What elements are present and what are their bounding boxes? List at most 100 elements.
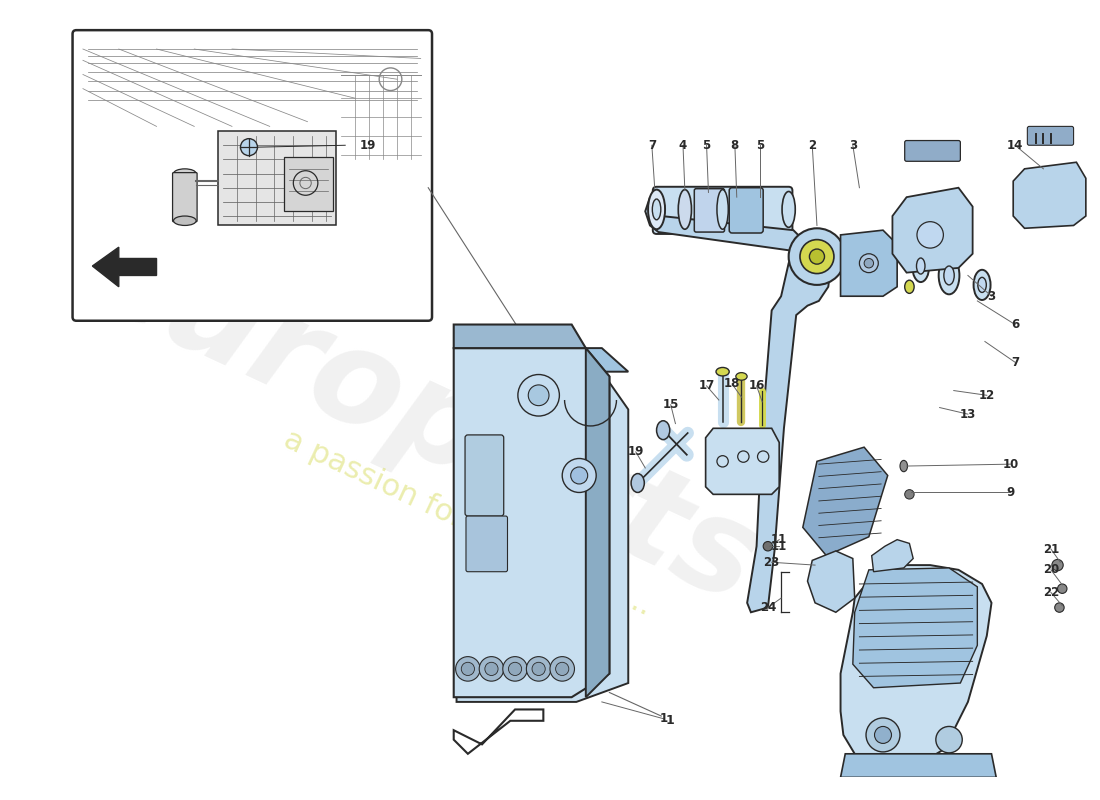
Circle shape: [917, 222, 944, 248]
Ellipse shape: [652, 199, 661, 220]
Text: 15: 15: [662, 398, 679, 411]
Text: 24: 24: [760, 601, 777, 614]
Text: 8: 8: [730, 138, 739, 152]
Polygon shape: [747, 240, 832, 612]
Circle shape: [763, 542, 772, 551]
Circle shape: [1055, 603, 1064, 612]
Circle shape: [800, 240, 834, 274]
Text: 22: 22: [1043, 586, 1059, 599]
Text: 6: 6: [1011, 318, 1020, 331]
Ellipse shape: [657, 421, 670, 440]
Circle shape: [562, 458, 596, 493]
FancyBboxPatch shape: [694, 189, 725, 232]
Text: 7: 7: [648, 138, 656, 152]
Circle shape: [556, 662, 569, 675]
Circle shape: [455, 657, 480, 681]
FancyBboxPatch shape: [218, 131, 336, 226]
Text: 1: 1: [660, 712, 668, 726]
Ellipse shape: [679, 190, 692, 230]
Circle shape: [1052, 559, 1064, 570]
Text: europarts: europarts: [63, 207, 778, 630]
FancyBboxPatch shape: [465, 435, 504, 516]
Ellipse shape: [716, 367, 729, 376]
Polygon shape: [840, 565, 991, 768]
Circle shape: [571, 467, 587, 484]
Ellipse shape: [912, 250, 930, 282]
Circle shape: [527, 657, 551, 681]
Text: 19: 19: [628, 446, 643, 458]
Polygon shape: [453, 348, 609, 697]
Polygon shape: [453, 325, 586, 348]
Circle shape: [485, 662, 498, 675]
FancyBboxPatch shape: [1027, 126, 1074, 146]
Ellipse shape: [978, 278, 987, 293]
Text: 17: 17: [698, 379, 715, 392]
Text: 14: 14: [1006, 138, 1023, 152]
FancyBboxPatch shape: [466, 516, 507, 572]
Text: 10: 10: [1002, 458, 1019, 470]
Polygon shape: [456, 372, 628, 702]
Ellipse shape: [174, 169, 196, 178]
Ellipse shape: [904, 280, 914, 294]
Circle shape: [508, 662, 521, 675]
Text: 5: 5: [703, 138, 711, 152]
Polygon shape: [646, 197, 807, 254]
FancyBboxPatch shape: [284, 157, 333, 211]
Text: 13: 13: [960, 408, 976, 421]
Ellipse shape: [900, 460, 908, 472]
Circle shape: [874, 726, 891, 743]
Ellipse shape: [736, 373, 747, 380]
Circle shape: [904, 490, 914, 499]
Ellipse shape: [174, 216, 196, 226]
Text: 18: 18: [724, 378, 740, 390]
Polygon shape: [892, 188, 972, 273]
Text: 3: 3: [988, 290, 996, 302]
Polygon shape: [586, 348, 609, 697]
Circle shape: [789, 228, 845, 285]
Ellipse shape: [717, 190, 728, 230]
Ellipse shape: [916, 258, 925, 274]
Text: a passion for parts since...: a passion for parts since...: [279, 425, 657, 621]
Ellipse shape: [631, 474, 645, 493]
Circle shape: [859, 254, 878, 273]
FancyBboxPatch shape: [652, 186, 792, 234]
Circle shape: [1057, 584, 1067, 594]
Circle shape: [461, 662, 474, 675]
Circle shape: [865, 258, 873, 268]
Ellipse shape: [974, 270, 991, 300]
Text: 9: 9: [1006, 486, 1014, 499]
Ellipse shape: [944, 266, 954, 285]
Circle shape: [503, 657, 527, 681]
Text: 23: 23: [763, 556, 780, 569]
Text: 12: 12: [979, 389, 994, 402]
Polygon shape: [803, 447, 888, 556]
Text: 21: 21: [1043, 542, 1059, 555]
Circle shape: [241, 138, 257, 156]
Circle shape: [518, 374, 560, 416]
Ellipse shape: [782, 191, 795, 227]
Text: 5: 5: [756, 138, 764, 152]
FancyBboxPatch shape: [904, 141, 960, 162]
Polygon shape: [92, 247, 156, 286]
Polygon shape: [852, 568, 977, 688]
Text: 1: 1: [666, 714, 674, 727]
Polygon shape: [840, 754, 997, 778]
Circle shape: [936, 726, 962, 753]
Circle shape: [528, 385, 549, 406]
Ellipse shape: [938, 257, 959, 294]
Polygon shape: [1013, 162, 1086, 228]
Text: 2: 2: [808, 138, 816, 152]
Polygon shape: [807, 551, 855, 612]
FancyBboxPatch shape: [729, 188, 763, 233]
Polygon shape: [453, 710, 543, 754]
Text: 11: 11: [771, 540, 788, 553]
Text: 7: 7: [1011, 356, 1019, 369]
Polygon shape: [705, 428, 779, 494]
FancyBboxPatch shape: [173, 173, 197, 222]
Text: 16: 16: [748, 379, 764, 392]
Circle shape: [866, 718, 900, 752]
Polygon shape: [840, 230, 898, 296]
Text: 11: 11: [771, 533, 788, 546]
Circle shape: [480, 657, 504, 681]
Text: 20: 20: [1043, 563, 1059, 576]
